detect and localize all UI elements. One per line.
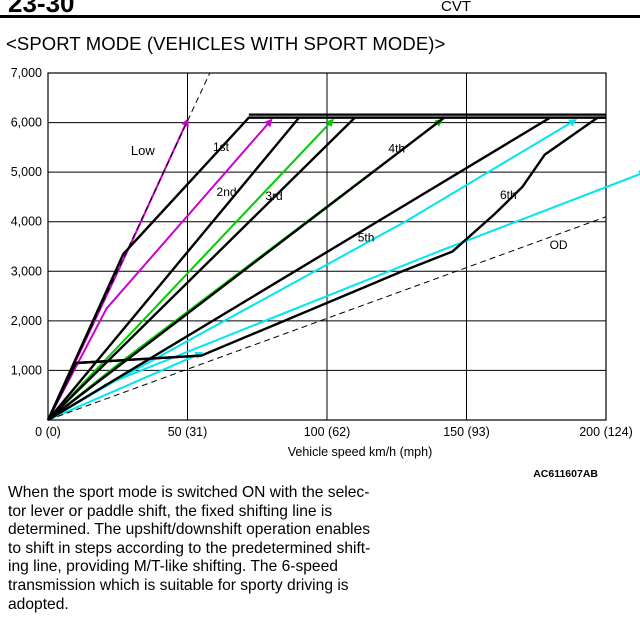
gear-label: 3rd xyxy=(265,189,282,203)
description-line: When the sport mode is switched ON with … xyxy=(8,484,370,501)
description-line: determined. The upshift/downshift operat… xyxy=(8,521,371,539)
shift-pattern-chart: 7,000 6,000 5,000 4,000 3,000 2,000 1,000 0 (0)… xyxy=(11,66,640,480)
description-line: transmission which is suitable for sport… xyxy=(8,576,349,594)
x-tick-label: 0 (0) xyxy=(35,425,61,439)
shift-arrow xyxy=(47,351,204,421)
series-line xyxy=(47,116,551,422)
gear-label: 4th xyxy=(388,141,405,155)
gear-label: 5th xyxy=(358,231,375,245)
x-tick-label: 150 (93) xyxy=(443,425,490,439)
gear-label: 2nd xyxy=(217,185,237,199)
description-line: ing line, providing M/T-like shifting. T… xyxy=(8,558,338,576)
y-tick-label: 7,000 xyxy=(11,66,42,80)
page-number: 23-30 xyxy=(8,0,75,18)
gear-label: 1st xyxy=(213,140,230,154)
y-tick-label: 5,000 xyxy=(11,165,42,179)
shift-arrow xyxy=(103,170,640,387)
series-line xyxy=(47,216,607,421)
series-line xyxy=(47,116,445,421)
gear-label: 6th xyxy=(500,188,517,202)
chart-labels: 7,000 6,000 5,000 4,000 3,000 2,000 1,000 0 (0)… xyxy=(11,66,633,480)
figure-code: AC611607AB xyxy=(533,468,598,480)
x-tick-label: 200 (124) xyxy=(579,425,633,439)
chart-arrows xyxy=(47,118,640,421)
description: When the sport mode is switched ON with … xyxy=(8,484,438,614)
y-tick-label: 3,000 xyxy=(11,264,42,278)
y-tick-label: 4,000 xyxy=(11,215,42,229)
x-tick-label: 100 (62) xyxy=(304,425,351,439)
gear-label: OD xyxy=(550,238,568,252)
chart-grid xyxy=(47,72,607,421)
section-heading: <SPORT MODE (VEHICLES WITH SPORT MODE)> xyxy=(6,33,446,54)
description-line: adopted. xyxy=(8,595,69,613)
y-tick-label: 6,000 xyxy=(11,116,42,130)
y-tick-label: 1,000 xyxy=(11,363,42,377)
plot-frame xyxy=(47,72,607,421)
header-rule xyxy=(0,15,640,18)
x-tick-label: 50 (31) xyxy=(168,425,208,439)
series-line xyxy=(47,116,356,421)
series-line xyxy=(46,116,606,421)
description-line: to shift in steps according to the prede… xyxy=(8,539,371,557)
shift-arrow xyxy=(47,118,334,421)
description-line: tor lever or paddle shift, the fixed shi… xyxy=(8,502,333,520)
section-label: CVT xyxy=(441,0,471,15)
chart-series xyxy=(46,72,607,422)
shift-arrow xyxy=(47,118,273,421)
x-axis-label: Vehicle speed km/h (mph) xyxy=(288,445,433,459)
series-line xyxy=(75,354,202,365)
series-line xyxy=(47,116,301,421)
gear-label: Low xyxy=(131,143,155,158)
y-tick-label: 2,000 xyxy=(11,314,42,328)
